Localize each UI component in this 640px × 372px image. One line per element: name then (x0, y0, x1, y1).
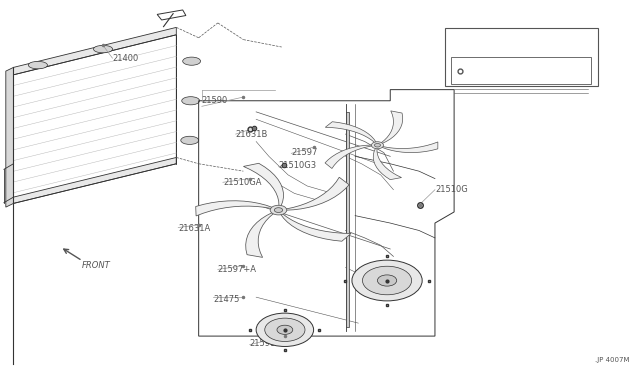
Polygon shape (346, 112, 349, 327)
Ellipse shape (265, 318, 305, 341)
Polygon shape (325, 145, 378, 169)
Polygon shape (243, 163, 284, 210)
Text: 21590: 21590 (202, 96, 228, 105)
Ellipse shape (93, 45, 113, 53)
Text: 2159L: 2159L (365, 282, 390, 291)
Text: 21631B: 21631B (236, 129, 268, 139)
Text: .JP 4007M: .JP 4007M (595, 357, 630, 363)
Polygon shape (6, 67, 13, 207)
Polygon shape (13, 28, 176, 75)
Text: 21510G: 21510G (435, 185, 468, 194)
Ellipse shape (28, 61, 47, 69)
Ellipse shape (277, 325, 292, 334)
Text: 21597: 21597 (291, 148, 317, 157)
Polygon shape (378, 111, 403, 145)
Text: CAUTION: CAUTION (494, 68, 525, 74)
Circle shape (275, 208, 283, 212)
Circle shape (270, 205, 287, 215)
Polygon shape (373, 145, 401, 180)
Ellipse shape (378, 275, 397, 286)
Text: 21631A: 21631A (178, 224, 211, 233)
Ellipse shape (182, 57, 200, 65)
Text: FRONT: FRONT (82, 261, 111, 270)
Text: 21597+A: 21597+A (218, 265, 257, 274)
Circle shape (371, 142, 383, 149)
Polygon shape (246, 210, 278, 257)
Ellipse shape (256, 313, 314, 346)
Bar (451, 57, 591, 84)
Ellipse shape (182, 97, 200, 105)
Polygon shape (278, 177, 349, 210)
Polygon shape (196, 201, 278, 216)
Polygon shape (325, 122, 378, 145)
Polygon shape (378, 142, 438, 153)
Text: 21400: 21400 (113, 54, 139, 62)
Circle shape (374, 144, 381, 147)
Text: 21591+A: 21591+A (250, 339, 289, 348)
Text: 21510GA: 21510GA (223, 178, 261, 187)
Text: 21475: 21475 (213, 295, 240, 304)
Bar (445, 29, 598, 86)
Text: 21599N: 21599N (467, 37, 499, 46)
Ellipse shape (352, 260, 422, 301)
Ellipse shape (180, 136, 198, 144)
Polygon shape (278, 210, 351, 241)
Text: 21510G3: 21510G3 (278, 161, 317, 170)
Polygon shape (13, 157, 176, 203)
Ellipse shape (362, 266, 412, 295)
